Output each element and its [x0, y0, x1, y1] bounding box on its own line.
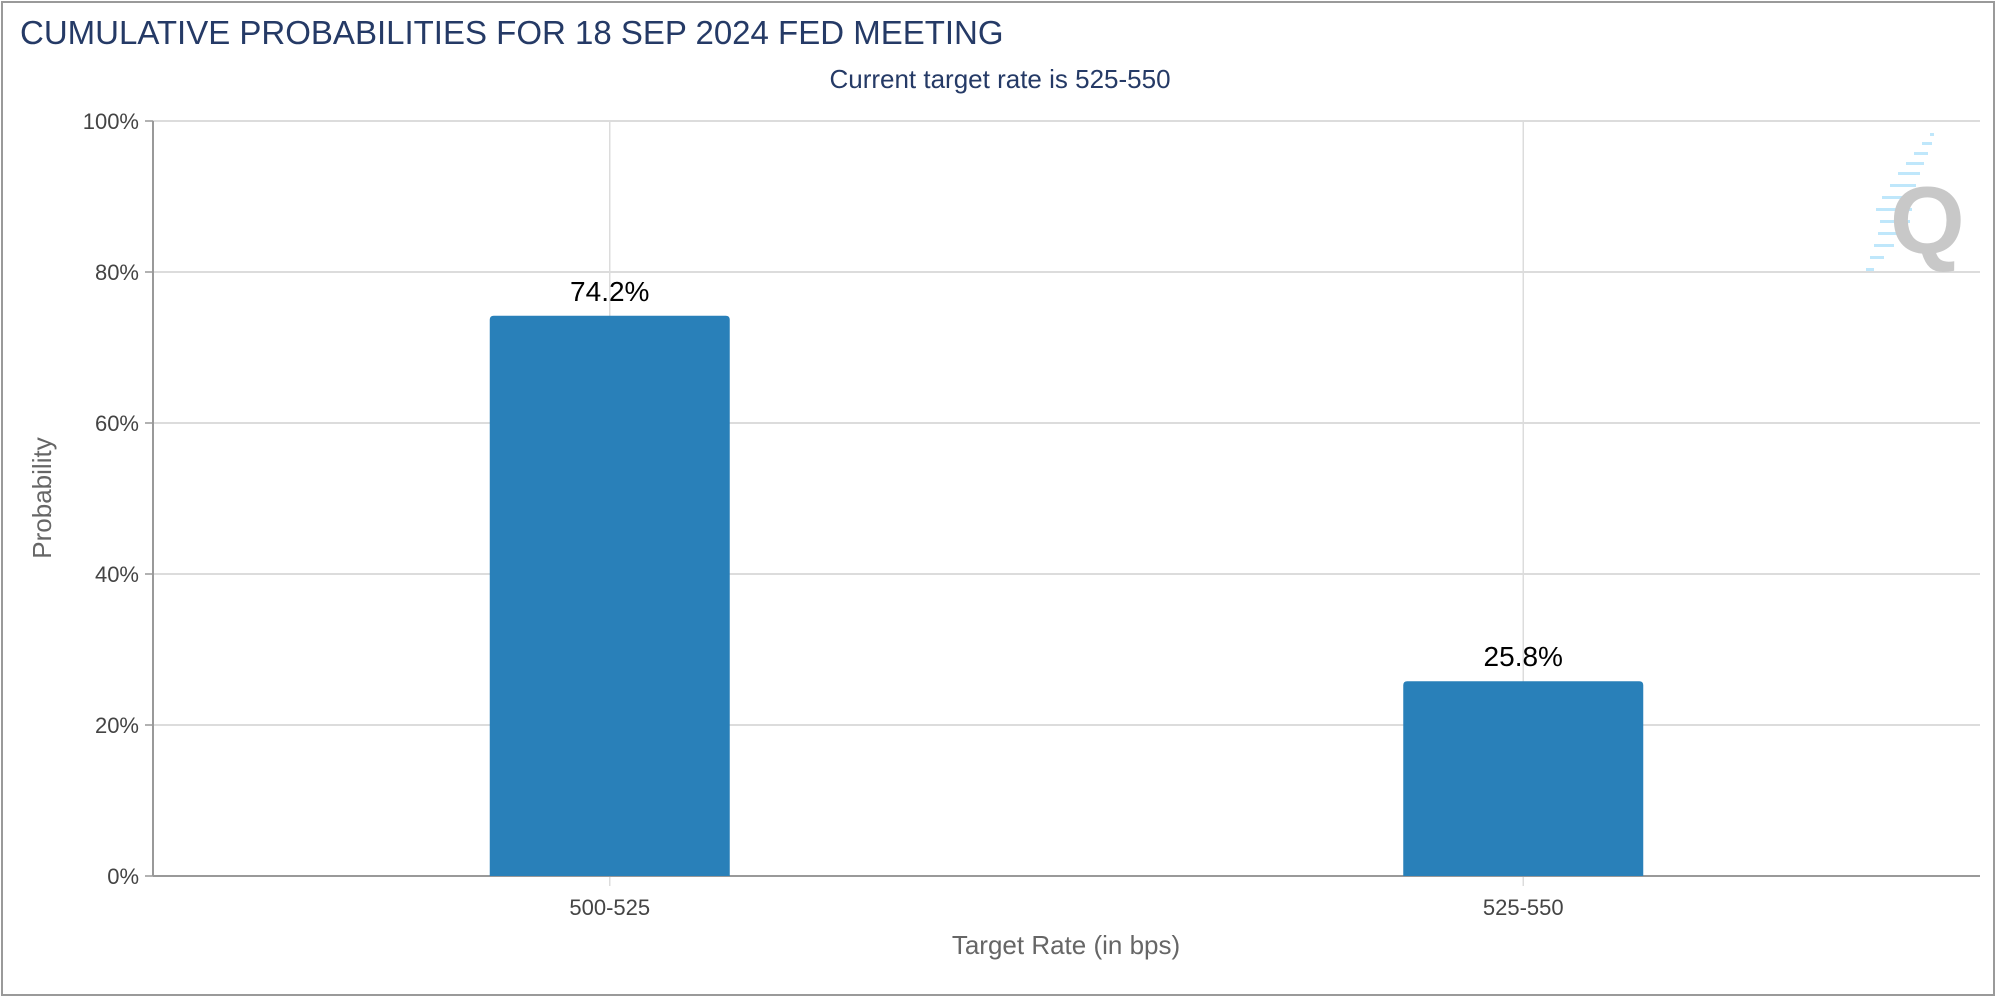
gridlines: [145, 120, 1980, 886]
bar-525-550: [1403, 681, 1644, 876]
quikstrike-logo-watermark: Q: [1866, 133, 1965, 274]
x-tick-label: 525-550: [1483, 895, 1564, 920]
y-tick-label: 40%: [95, 562, 139, 587]
data-label: 74.2%: [570, 276, 649, 307]
y-tick-label: 100%: [83, 109, 139, 134]
data-label: 25.8%: [1484, 641, 1563, 672]
chart-subtitle: Current target rate is 525-550: [829, 64, 1171, 94]
bar-500-525: [489, 315, 730, 876]
x-axis-title: Target Rate (in bps): [952, 930, 1180, 960]
y-tick-label: 80%: [95, 260, 139, 285]
x-tick-label: 500-525: [569, 895, 650, 920]
labels: 0% 20% 40% 60% 80% 100% 74.2% 500-525 25.8% 525-5…: [83, 109, 1564, 920]
svg-text:Q: Q: [1890, 167, 1965, 274]
y-axis-title: Probability: [27, 437, 57, 558]
y-tick-label: 20%: [95, 713, 139, 738]
y-tick-label: 60%: [95, 411, 139, 436]
bars: [489, 315, 1644, 876]
chart-title: CUMULATIVE PROBABILITIES FOR 18 SEP 2024…: [20, 14, 1004, 51]
y-tick-label: 0%: [107, 864, 139, 889]
